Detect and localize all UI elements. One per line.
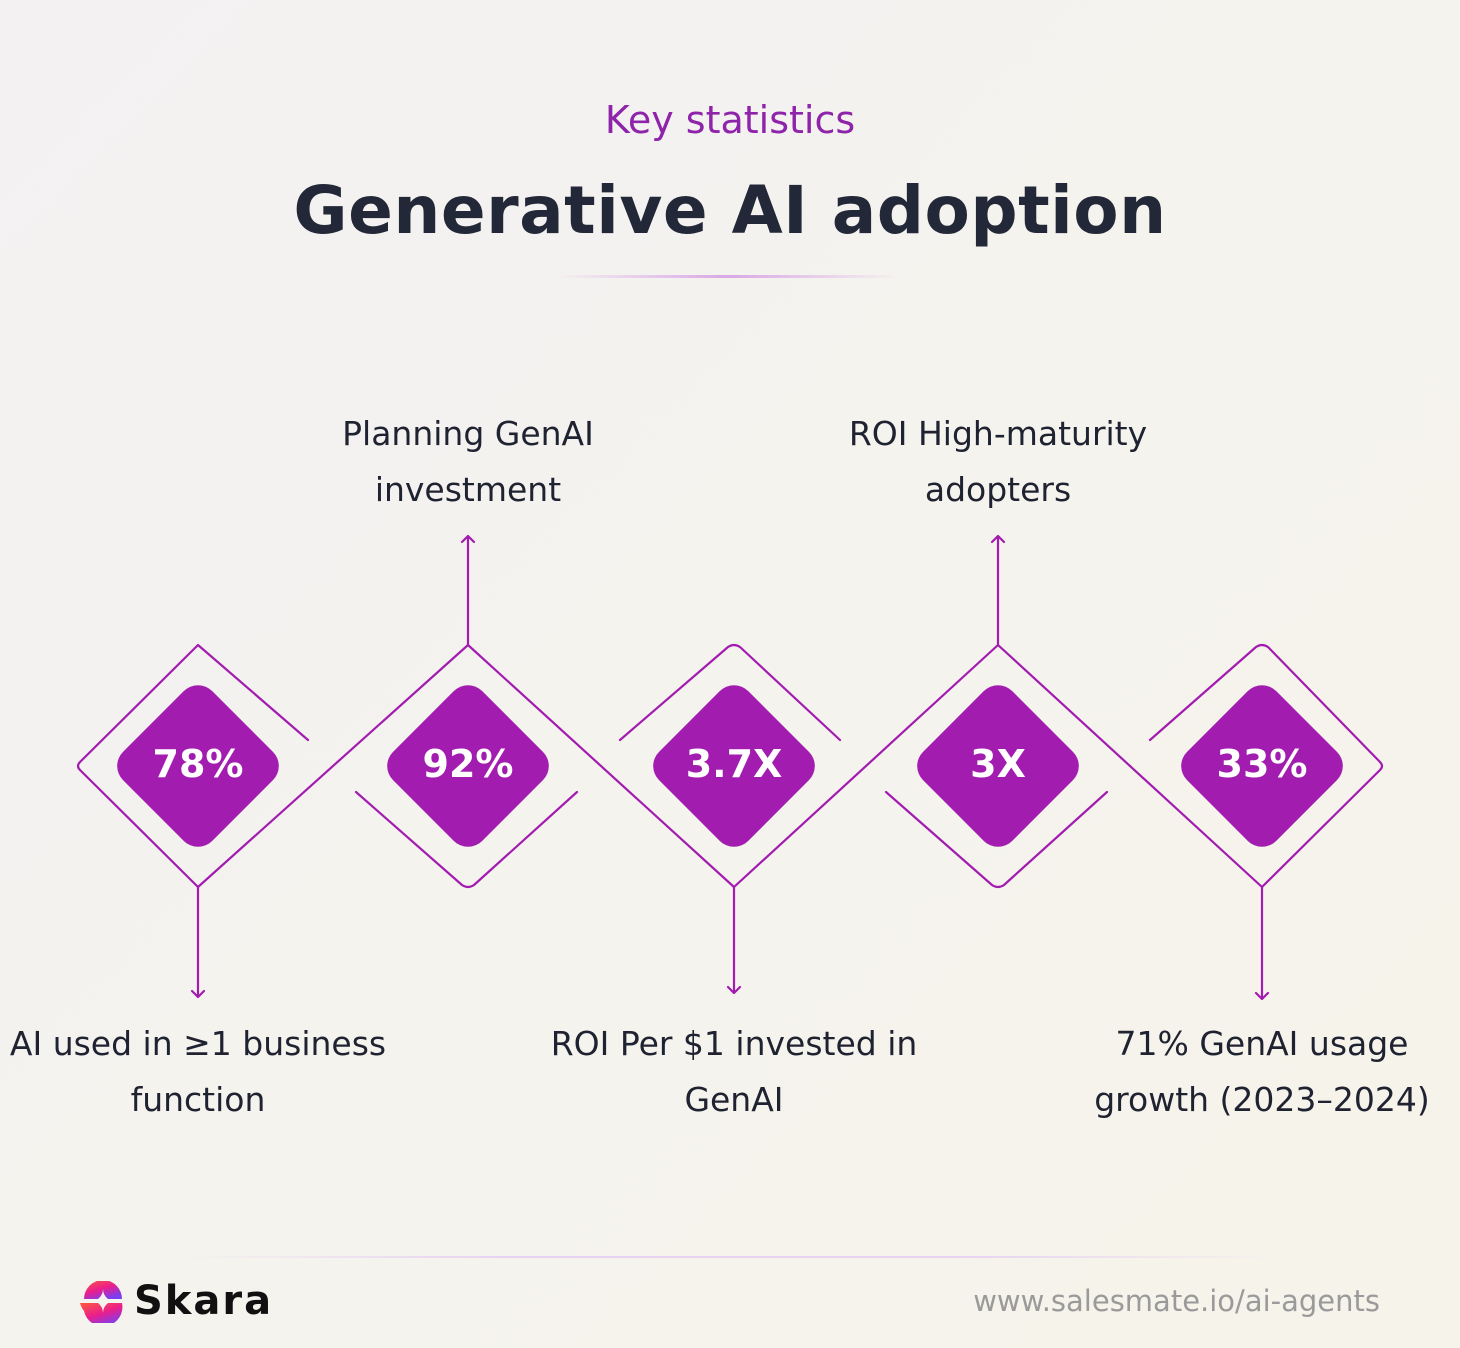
stat-label-5: 71% GenAI usage growth (2023–2024) [1052,1016,1460,1128]
diamond-outline-4 [884,790,1109,889]
stat-value-1: 78% [152,742,244,786]
arrow-down-3 [726,885,742,995]
stat-label-line: AI used in ≥1 business [9,1024,387,1063]
kicker-text: Key statistics [604,98,856,142]
stat-label-line: function [130,1080,266,1119]
stat-label-line: ROI High-maturity [848,414,1148,453]
arrow-up-4 [990,534,1006,647]
stat-value-3: 3.7X [685,742,783,786]
stat-diamond-5 [1181,685,1343,847]
skara-logo-icon [80,1281,123,1323]
stat-diamond-3 [653,685,815,847]
page-title: Generative AI adoption [293,172,1167,249]
diamond-outline-2 [354,790,579,889]
stat-diamond-2 [387,685,549,847]
stat-label-2: Planning GenAI investment [258,406,678,518]
stat-label-line: adopters [924,470,1072,509]
brand-name: Skara [134,1278,274,1324]
stat-label-line: GenAI [684,1080,784,1119]
stat-label-line: growth (2023–2024) [1094,1080,1430,1119]
footer-url[interactable]: www.salesmate.io/ai-agents [973,1284,1380,1318]
title-divider [555,275,900,278]
arrow-up-2 [460,534,476,647]
stat-value-5: 33% [1216,742,1308,786]
diamond-outline-5 [1148,643,1384,889]
diamond-outline-3 [618,643,842,742]
stat-value-4: 3X [970,742,1026,786]
stat-value-2: 92% [422,742,514,786]
stat-label-4: ROI High-maturity adopters [788,406,1208,518]
stat-diamond-1 [117,685,279,847]
stat-label-line: 71% GenAI usage [1115,1024,1409,1063]
arrow-down-1 [190,885,206,999]
diamond-outline-1 [76,643,310,889]
stat-label-3: ROI Per $1 invested in GenAI [524,1016,944,1128]
footer-divider [180,1256,1280,1258]
stat-label-line: investment [374,470,562,509]
stat-diamond-4 [917,685,1079,847]
stat-label-line: Planning GenAI [342,414,594,453]
stat-label-line: ROI Per $1 invested in [550,1024,918,1063]
arrow-down-5 [1254,885,1270,1001]
stat-label-1: AI used in ≥1 business function [0,1016,408,1128]
